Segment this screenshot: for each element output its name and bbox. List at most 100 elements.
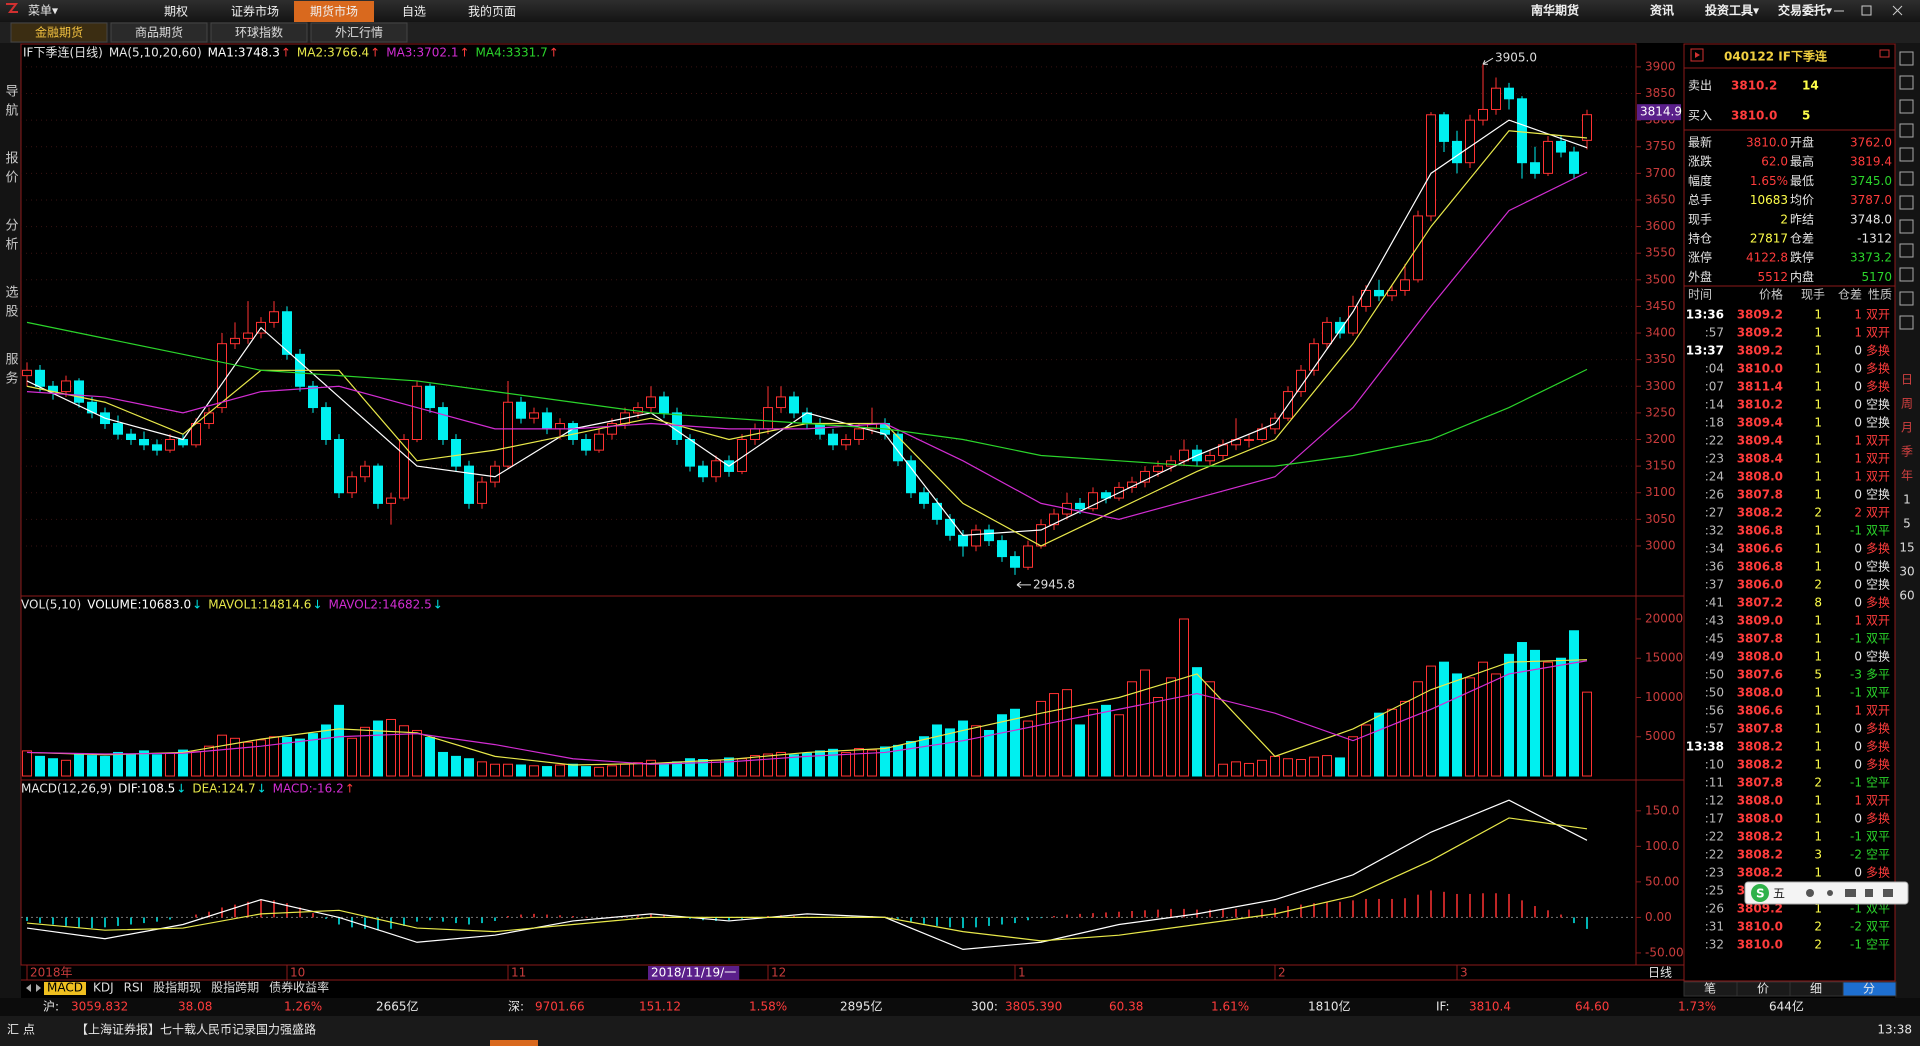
tool-icon[interactable] <box>1899 51 1914 66</box>
indicator-tab[interactable]: KDJ <box>93 981 114 995</box>
trade-time: :22 <box>1705 434 1724 448</box>
volume-bar <box>256 739 266 777</box>
indicator-tab[interactable]: 股指跨期 <box>211 980 259 995</box>
candle-body <box>1010 556 1020 568</box>
tool-icon[interactable] <box>1899 219 1914 234</box>
menu-item[interactable]: 资讯 <box>1650 3 1674 18</box>
legend-entry: MAVOL1:14814.6 <box>208 598 311 612</box>
menu-item[interactable]: 投资工具▾ <box>1705 3 1759 18</box>
tab[interactable] <box>10 22 108 43</box>
candle-body <box>412 385 422 441</box>
menu-item[interactable]: 期权 <box>164 5 188 19</box>
macd-line <box>26 817 1588 942</box>
tab[interactable] <box>110 22 208 43</box>
app-logo <box>6 3 18 13</box>
trade-price: 3808.0 <box>1737 686 1783 700</box>
period-button[interactable]: 季 <box>1901 445 1913 459</box>
menu-item[interactable]: 自选 <box>402 5 426 19</box>
trade-qty: 1 <box>1814 398 1822 412</box>
trade-qty: 1 <box>1814 866 1822 880</box>
trade-qty: 1 <box>1814 740 1822 754</box>
close-button[interactable] <box>1892 5 1903 16</box>
trade-price: 3808.4 <box>1737 452 1783 466</box>
sidebar-item[interactable]: 选股 <box>3 285 19 323</box>
volume-bar <box>1218 763 1228 777</box>
sidebar-item[interactable]: 报价 <box>3 151 19 189</box>
trade-qty: 1 <box>1814 524 1822 538</box>
menu-item[interactable]: 证券市场 <box>231 4 279 19</box>
period-button[interactable]: 60 <box>1899 589 1914 603</box>
sidebar-item[interactable]: 导航 <box>3 84 19 122</box>
indicator-tab[interactable]: RSI <box>124 981 144 995</box>
trade-tab[interactable] <box>1842 981 1897 997</box>
trade-time: :32 <box>1705 938 1724 952</box>
candle-body <box>334 439 344 494</box>
volume-bar <box>1465 677 1475 777</box>
trade-price: 3808.0 <box>1737 794 1783 808</box>
tool-icon[interactable] <box>1899 267 1914 282</box>
period-button[interactable]: 15 <box>1899 541 1914 555</box>
status-value: 9701.66 <box>535 1000 585 1014</box>
volume-bar <box>35 755 45 777</box>
period-button[interactable]: 5 <box>1903 517 1911 531</box>
quote-close[interactable] <box>1879 49 1890 58</box>
tool-icon[interactable] <box>1899 123 1914 138</box>
indicator-tab[interactable]: 股指期现 <box>153 980 201 995</box>
tool-icon[interactable] <box>1899 147 1914 162</box>
trade-time: :18 <box>1705 416 1724 430</box>
tool-icon[interactable] <box>1899 75 1914 90</box>
menu-item[interactable]: 交易委托▾ <box>1778 3 1832 18</box>
indicator-tab[interactable]: MACD <box>47 981 83 995</box>
quote-frame <box>1683 43 1896 982</box>
quote-icon[interactable] <box>1690 48 1704 62</box>
low-label: 2945.8 <box>1033 577 1075 591</box>
period-button[interactable]: 30 <box>1899 565 1914 579</box>
trade-nature: 多换 <box>1866 596 1890 610</box>
tab[interactable] <box>310 22 408 43</box>
trade-qty: 2 <box>1814 776 1822 790</box>
volume-bar <box>1426 665 1436 777</box>
volume-bar <box>1361 724 1371 777</box>
menu-button[interactable]: 菜单▾ <box>28 4 58 18</box>
high-label: 3905.0 <box>1495 51 1537 65</box>
candle-body <box>919 492 929 504</box>
candle-body <box>1569 151 1579 174</box>
volume-bar <box>1582 691 1592 777</box>
tab-scroll[interactable] <box>26 984 41 992</box>
tool-icon[interactable] <box>1899 171 1914 186</box>
trade-price: 3806.6 <box>1737 704 1783 718</box>
tool-icon[interactable] <box>1899 243 1914 258</box>
tool-icon[interactable] <box>1899 195 1914 210</box>
status-value: 3805.390 <box>1005 1000 1062 1014</box>
status-value: 38.08 <box>178 1000 212 1014</box>
period-button[interactable]: 周 <box>1901 397 1913 411</box>
period-button[interactable]: 日 <box>1901 373 1913 387</box>
maximize-button[interactable] <box>1861 5 1872 16</box>
period-button[interactable]: 月 <box>1901 421 1913 435</box>
tool-icon[interactable] <box>1899 99 1914 114</box>
trade-nature: 双开 <box>1866 704 1890 718</box>
quote-header: 040122 IF下季连 <box>1724 49 1828 64</box>
trade-oi-change: 0 <box>1854 488 1862 502</box>
trade-time: 13:37 <box>1686 344 1724 358</box>
sidebar-item[interactable]: 分析 <box>3 218 19 256</box>
ime-bar[interactable] <box>1744 881 1909 905</box>
trade-nature: 空换 <box>1866 416 1890 430</box>
candle-body <box>737 439 747 472</box>
volume-bar <box>399 725 409 777</box>
trade-oi-change: 0 <box>1854 398 1862 412</box>
volume-bar <box>1231 761 1241 777</box>
tool-icon[interactable] <box>1899 291 1914 306</box>
tool-icon[interactable] <box>1899 315 1914 330</box>
period-button[interactable]: 1 <box>1903 493 1911 507</box>
news-ticker[interactable]: 【上海证券报】七十载人民币记录国力强盛路 <box>76 1022 316 1037</box>
indicator-tab[interactable]: 债券收益率 <box>269 980 329 995</box>
trade-nature: 空平 <box>1866 938 1890 952</box>
period-button[interactable]: 年 <box>1901 469 1913 483</box>
volume-bar <box>1257 759 1267 777</box>
menu-item[interactable]: 期货市场 <box>310 4 358 19</box>
tab[interactable] <box>210 22 308 43</box>
sidebar-item[interactable]: 服务 <box>3 352 19 390</box>
menu-item[interactable]: 我的页面 <box>468 4 516 19</box>
trade-oi-change: -1 <box>1850 830 1862 844</box>
